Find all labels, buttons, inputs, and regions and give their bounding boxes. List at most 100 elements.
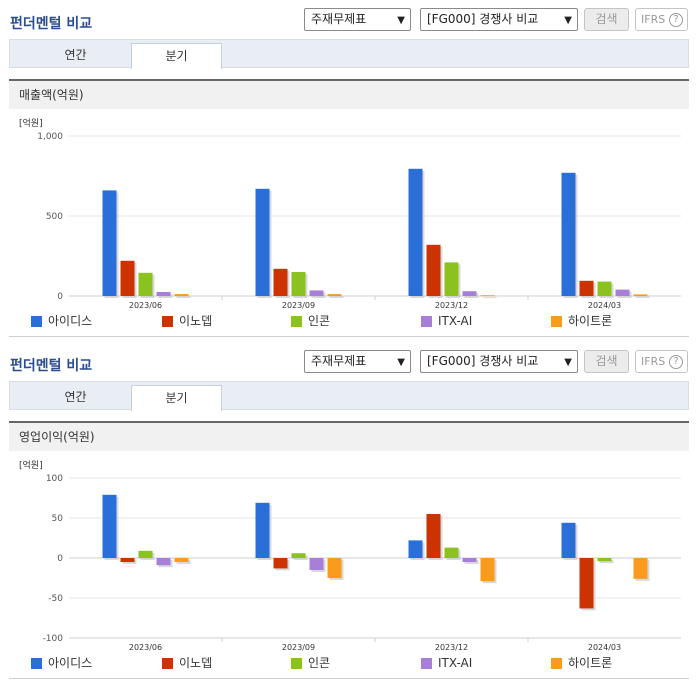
- legend-item-1[interactable]: 아이디스: [31, 314, 92, 329]
- bar-1: [255, 502, 270, 558]
- tab-quarterly[interactable]: 분기: [131, 385, 222, 411]
- bar-4: [156, 292, 171, 296]
- peer-group-select-value: [FG000] 경쟁사 비교: [427, 12, 539, 26]
- y-tick-label: 0: [57, 292, 63, 302]
- ifrs-button[interactable]: IFRS?: [635, 350, 688, 373]
- bar-5: [480, 558, 495, 582]
- legend-label: 아이디스: [48, 314, 93, 328]
- bar-5: [480, 295, 495, 297]
- peer-group-select[interactable]: [FG000] 경쟁사 비교 ▼: [420, 8, 578, 31]
- bar-2: [426, 244, 441, 296]
- bar-2: [273, 558, 288, 569]
- tab-annual[interactable]: 연간: [64, 48, 87, 62]
- bar-3: [138, 272, 153, 296]
- bar-1: [561, 172, 576, 296]
- bar-4: [309, 558, 324, 570]
- bar-2: [273, 268, 288, 296]
- fundamental-panel-revenue: 펀더멘털 비교 주재무제표 ▼ [FG000] 경쟁사 비교 ▼ 검색 IFRS? …: [9, 8, 689, 337]
- bar-3: [291, 553, 306, 558]
- legend-item-4[interactable]: ITX-AI: [421, 314, 472, 329]
- bar-5: [633, 558, 648, 579]
- tab-quarterly[interactable]: 분기: [131, 43, 222, 69]
- bar-2: [120, 558, 135, 562]
- x-tick-label: 2023/09: [282, 301, 315, 310]
- section-header: 영업이익(억원): [9, 421, 689, 451]
- panel-title: 펀더멘털 비교: [10, 358, 93, 374]
- bar-2: [120, 260, 135, 296]
- legend-swatch: [162, 658, 173, 669]
- legend-label: ITX-AI: [438, 656, 473, 670]
- revenue-chart-svg: [억원] 0 500 1,000 2023/06 2023/09 2023/12 2024/0…: [19, 117, 681, 310]
- bar-1: [408, 168, 423, 296]
- legend-swatch: [291, 316, 302, 327]
- legend-item-2[interactable]: 이노뎁: [162, 314, 212, 329]
- statement-select[interactable]: 주재무제표 ▼: [304, 8, 411, 31]
- help-icon[interactable]: ?: [669, 355, 683, 369]
- legend-item-4[interactable]: ITX-AI: [421, 656, 472, 671]
- ifrs-label: IFRS: [641, 13, 666, 26]
- legend-item-3[interactable]: 인콘: [291, 314, 330, 329]
- bar-1: [561, 522, 576, 558]
- search-button[interactable]: 검색: [584, 8, 629, 31]
- x-tick-label: 2024/03: [588, 301, 621, 310]
- search-button[interactable]: 검색: [584, 350, 629, 373]
- operating-income-chart: [억원] -100 -50 0 50 100 2023/06 2023/09 2023/12 20…: [9, 452, 689, 652]
- legend-label: 인콘: [308, 314, 331, 328]
- bar-4: [156, 558, 171, 566]
- bar-3: [444, 262, 459, 296]
- legend-swatch: [421, 316, 432, 327]
- legend-label: ITX-AI: [438, 314, 473, 328]
- ifrs-button[interactable]: IFRS?: [635, 8, 688, 31]
- peer-group-select-value: [FG000] 경쟁사 비교: [427, 354, 539, 368]
- y-tick-label: -50: [48, 594, 63, 604]
- peer-group-select[interactable]: [FG000] 경쟁사 비교 ▼: [420, 350, 578, 373]
- legend-label: 인콘: [308, 656, 331, 670]
- bar-shadow: [329, 296, 344, 298]
- y-tick-label: 1,000: [37, 132, 63, 142]
- legend-swatch: [162, 316, 173, 327]
- statement-select[interactable]: 주재무제표 ▼: [304, 350, 411, 373]
- section-header: 매출액(억원): [9, 79, 689, 109]
- legend-label: 아이디스: [48, 656, 93, 670]
- legend-swatch: [31, 316, 42, 327]
- y-tick-label: -100: [43, 634, 64, 644]
- bar-3: [444, 547, 459, 558]
- x-tick-label: 2023/06: [129, 643, 162, 652]
- chevron-down-icon: ▼: [397, 15, 405, 26]
- bar-shadow: [599, 560, 614, 564]
- bar-1: [408, 540, 423, 558]
- bar-5: [327, 558, 342, 578]
- x-tick-label: 2023/12: [435, 301, 468, 310]
- bar-5: [327, 294, 342, 296]
- legend-item-2[interactable]: 이노뎁: [162, 656, 212, 671]
- help-icon[interactable]: ?: [669, 13, 683, 27]
- bar-3: [138, 550, 153, 558]
- bar-3: [597, 281, 612, 296]
- y-tick-label: 500: [46, 212, 63, 222]
- y-tick-label: 0: [57, 554, 63, 564]
- unit-label: [억원]: [19, 459, 43, 471]
- bar-3: [291, 272, 306, 296]
- legend-item-3[interactable]: 인콘: [291, 656, 330, 671]
- bar-1: [255, 188, 270, 296]
- bar-shadow: [176, 296, 191, 298]
- x-tick-label: 2023/06: [129, 301, 162, 310]
- bar-3: [597, 558, 612, 562]
- legend-item-5[interactable]: 하이트론: [551, 656, 612, 671]
- panel-divider: [9, 678, 689, 679]
- bar-5: [633, 294, 648, 296]
- tab-annual[interactable]: 연간: [64, 390, 87, 404]
- legend-item-5[interactable]: 하이트론: [551, 314, 612, 329]
- legend-item-1[interactable]: 아이디스: [31, 656, 92, 671]
- legend-label: 하이트론: [568, 656, 613, 670]
- legend-label: 이노뎁: [179, 656, 213, 670]
- y-tick-label: 100: [46, 474, 63, 484]
- chart-legend: 아이디스 이노뎁 인콘 ITX-AI 하이트론: [9, 311, 689, 331]
- legend-swatch: [291, 658, 302, 669]
- operating-income-chart-svg: [억원] -100 -50 0 50 100 2023/06 2023/09 2023/12 20…: [19, 459, 681, 652]
- statement-select-value: 주재무제표: [311, 12, 367, 26]
- legend-swatch: [551, 658, 562, 669]
- ifrs-label: IFRS: [641, 355, 666, 368]
- bar-5: [174, 558, 189, 562]
- bar-1: [102, 190, 117, 296]
